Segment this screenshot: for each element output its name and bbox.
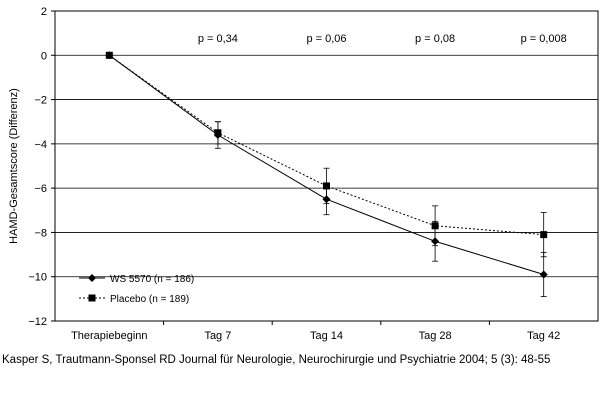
x-tick-label: Tag 7 xyxy=(204,330,231,342)
gridlines xyxy=(55,54,598,278)
data-point xyxy=(214,129,222,137)
source-caption: Kasper S, Trautmann-Sponsel RD Journal f… xyxy=(2,354,551,366)
plot-area xyxy=(54,10,599,322)
line-chart: 2 0 −2 −4 −6 −8 −10 −12 Therapiebeginn Tag 7 Tag … xyxy=(8,6,599,342)
p-value-label: p = 0,08 xyxy=(415,33,455,45)
series-placebo xyxy=(105,51,548,258)
p-value-label: p = 0,06 xyxy=(306,33,346,45)
data-point xyxy=(323,182,330,190)
y-tick-label: 0 xyxy=(41,50,47,62)
y-tick-label: −6 xyxy=(34,183,47,195)
x-tick-label: Tag 28 xyxy=(419,330,452,342)
data-point xyxy=(431,222,439,230)
y-tick-label: −4 xyxy=(34,139,47,151)
legend-entry: Placebo (n = 189) xyxy=(110,294,189,305)
y-axis: 2 0 −2 −4 −6 −8 −10 −12 xyxy=(28,6,55,328)
x-axis: Therapiebeginn Tag 7 Tag 14 Tag 28 Tag 42 xyxy=(71,321,560,342)
legend-entry: WS 5570 (n = 186) xyxy=(110,274,194,285)
p-value-annotations: p = 0,34 p = 0,06 p = 0,08 p = 0,008 xyxy=(198,33,567,45)
y-tick-label: 2 xyxy=(41,6,47,18)
series-line xyxy=(109,54,544,236)
x-tick-label: Tag 42 xyxy=(527,330,560,342)
data-point xyxy=(105,51,113,59)
data-point xyxy=(540,231,548,239)
y-axis-label: HAMD-Gesamtscore (Differenz) xyxy=(8,88,20,244)
legend: WS 5570 (n = 186) Placebo (n = 189) xyxy=(79,274,194,305)
data-point xyxy=(539,270,548,279)
x-tick-label: Tag 14 xyxy=(310,330,343,342)
y-tick-label: −8 xyxy=(34,227,47,239)
legend-marker xyxy=(88,294,96,302)
y-tick-label: −10 xyxy=(28,272,47,284)
x-tick-label: Therapiebeginn xyxy=(71,330,147,342)
series-layer xyxy=(105,51,548,298)
legend-marker xyxy=(88,274,96,282)
y-tick-label: −12 xyxy=(28,316,47,328)
p-value-label: p = 0,34 xyxy=(198,33,238,45)
y-tick-label: −2 xyxy=(34,95,47,107)
p-value-label: p = 0,008 xyxy=(521,33,567,45)
